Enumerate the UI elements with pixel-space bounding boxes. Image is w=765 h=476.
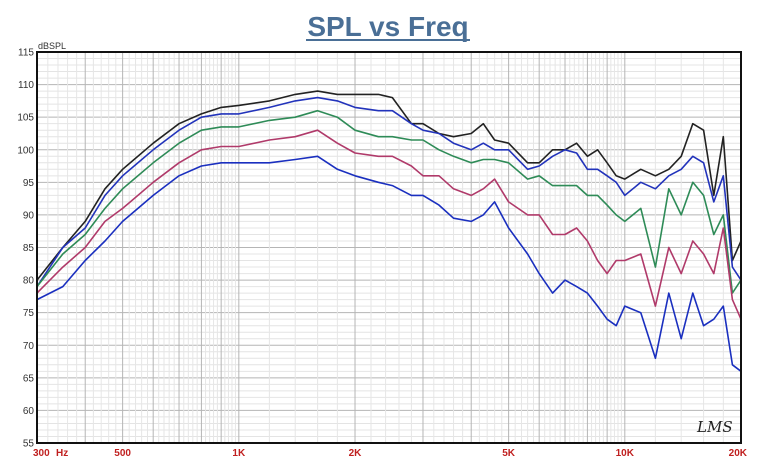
series-line-5 [36,155,742,372]
y-tick-label: 95 [23,178,35,189]
lms-logo: LMS [696,418,733,436]
x-tick-label: 20K [729,448,748,459]
x-axis: 300 500 1K 2K 5K 10K 20K [33,448,748,459]
series-line-4 [36,129,742,320]
y-tick-label: 65 [23,373,35,384]
y-tick-label: 105 [17,113,34,124]
x-tick-label: 500 [114,448,131,459]
series-group [36,90,742,372]
chart-title: SPL vs Freq [307,11,468,42]
series-line-2 [36,96,742,288]
plot-frame [36,51,742,444]
series-line-1 [36,90,742,281]
y-tick-label: 75 [23,308,35,319]
y-tick-label: 55 [23,439,35,450]
x-tick-label: 300 [33,448,50,459]
y-tick-label: 60 [23,406,35,417]
x-axis-unit-label: Hz [56,448,68,459]
y-tick-label: 110 [18,80,34,91]
y-tick-label: 90 [23,210,35,221]
y-tick-label: 115 [18,48,34,59]
series-line-3 [36,109,742,294]
y-axis: 115 110 105 100 95 90 85 80 75 70 65 60 55 [17,48,34,450]
y-axis-unit-label: dBSPL [38,41,66,51]
x-tick-label: 1K [232,448,246,459]
x-tick-label: 10K [616,448,635,459]
x-tick-label: 5K [502,448,516,459]
x-tick-label: 2K [349,448,363,459]
y-tick-label: 80 [23,276,35,287]
y-tick-label: 85 [23,243,35,254]
y-tick-label: 70 [23,341,35,352]
y-tick-label: 100 [17,145,34,156]
grid [36,51,742,444]
